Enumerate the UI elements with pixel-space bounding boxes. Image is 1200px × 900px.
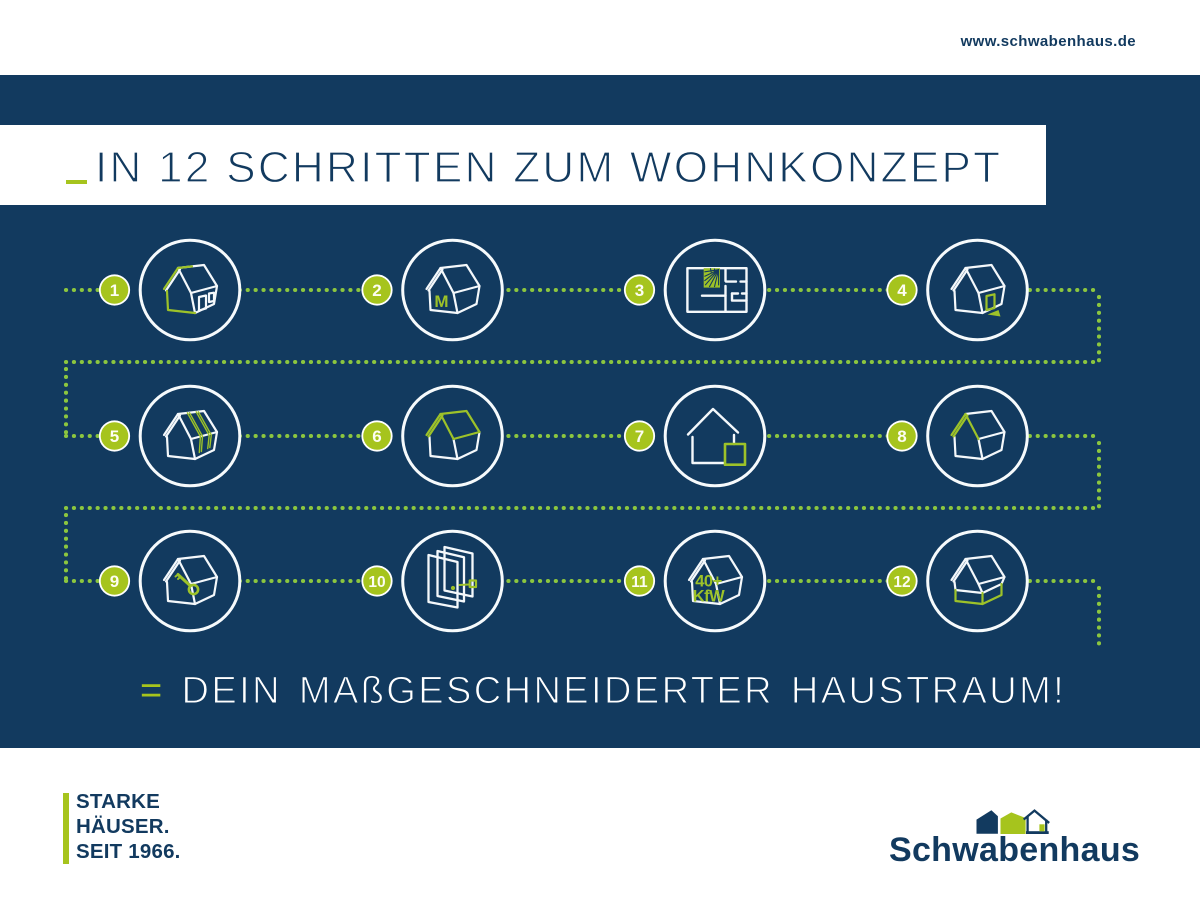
- svg-text:KfW: KfW: [693, 588, 725, 606]
- svg-text:8: 8: [897, 427, 906, 446]
- svg-text:1: 1: [110, 281, 119, 300]
- svg-text:5: 5: [110, 427, 119, 446]
- svg-text:40+: 40+: [695, 573, 722, 591]
- svg-text:3: 3: [635, 281, 644, 300]
- svg-text:4: 4: [897, 281, 907, 300]
- svg-text:6: 6: [372, 427, 381, 446]
- svg-text:2: 2: [372, 281, 381, 300]
- svg-text:M: M: [434, 292, 448, 311]
- svg-text:7: 7: [635, 427, 644, 446]
- svg-text:11: 11: [631, 574, 648, 591]
- svg-text:12: 12: [893, 574, 910, 591]
- svg-text:10: 10: [368, 574, 385, 591]
- svg-text:9: 9: [110, 572, 119, 591]
